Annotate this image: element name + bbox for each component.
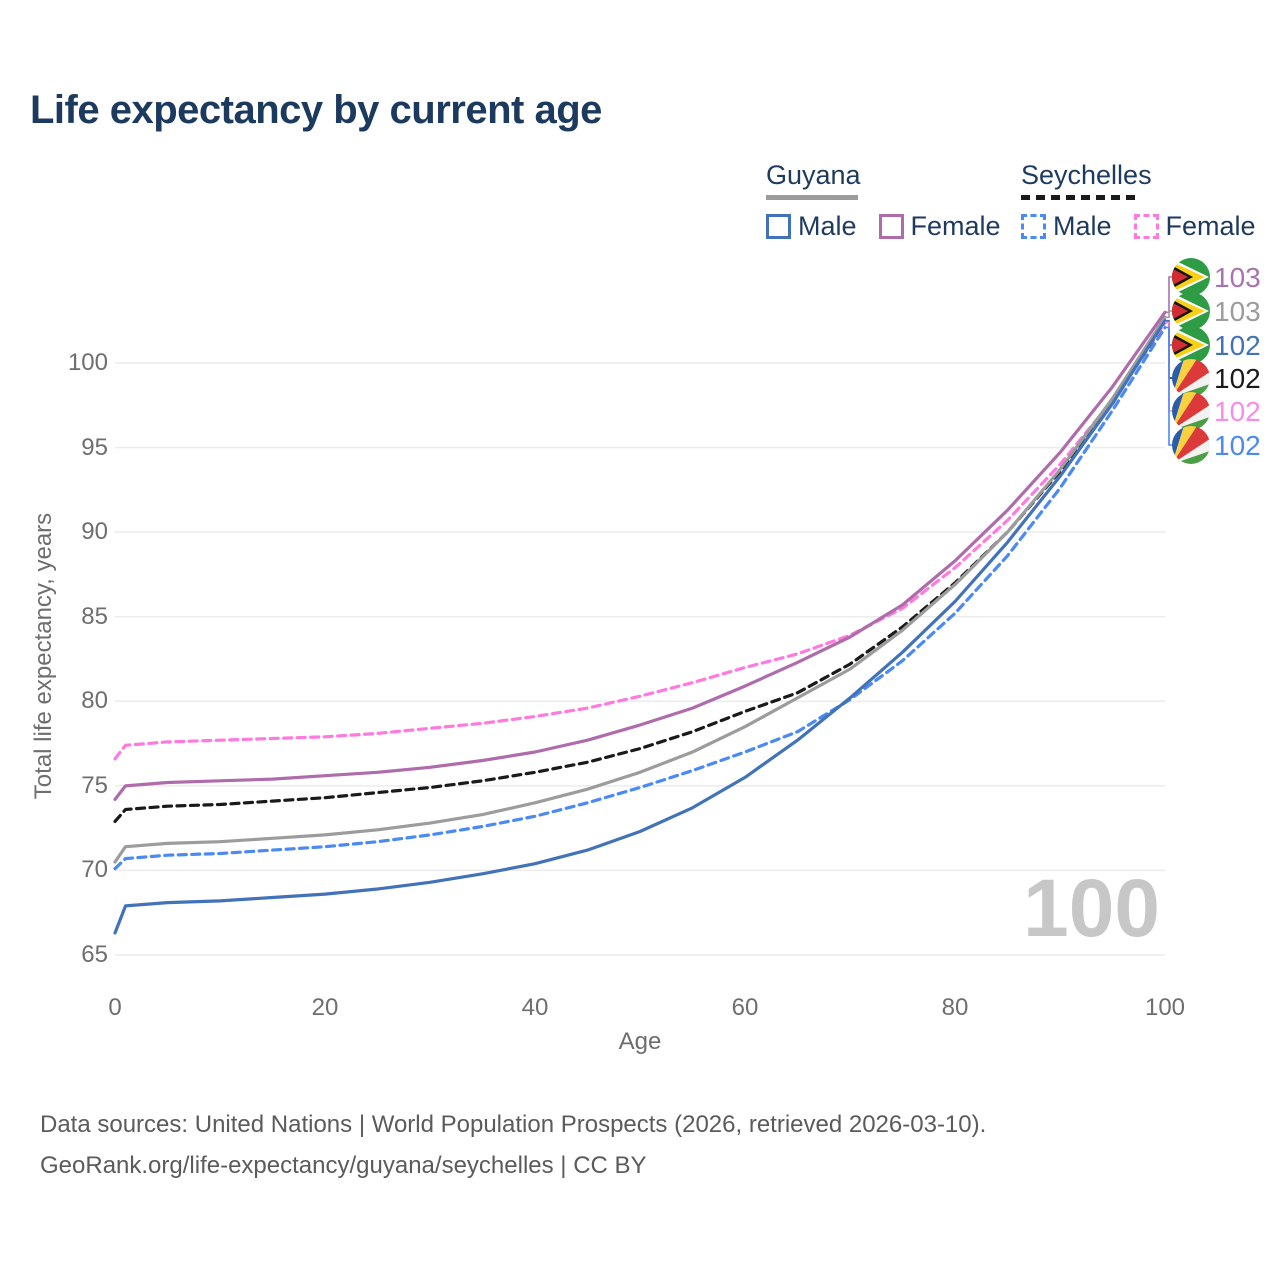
legend-group-guyana: Guyana Male Female <box>766 160 1023 242</box>
end-label-leader <box>1165 310 1172 319</box>
age-counter-watermark: 100 <box>1023 863 1160 954</box>
page-title: Life expectancy by current age <box>30 88 602 132</box>
end-label-leader <box>1165 276 1172 314</box>
legend-swatch-guyana-male[interactable] <box>766 214 791 239</box>
legend-label-seychelles-female: Female <box>1165 211 1256 241</box>
y-tick-label-65: 65 <box>81 941 108 968</box>
legend-country-guyana[interactable]: Guyana <box>766 160 861 190</box>
end-label-value: 102 <box>1214 396 1261 427</box>
x-tick-label-80: 80 <box>941 994 969 1021</box>
flag-seychelles-icon <box>1172 392 1210 430</box>
series-line-guyana-female[interactable] <box>113 310 1167 801</box>
end-label-value: 102 <box>1214 363 1261 394</box>
end-label-value: 102 <box>1214 430 1261 461</box>
flag-seychelles-icon <box>1172 426 1210 464</box>
legend-label-guyana-female: Female <box>910 211 1001 241</box>
x-tick-label-60: 60 <box>731 994 759 1021</box>
legend-swatch-seychelles-male[interactable] <box>1021 214 1046 239</box>
series-line-seychelles-female[interactable] <box>113 320 1167 761</box>
x-axis-title: Age <box>618 1028 662 1055</box>
legend-country-seychelles[interactable]: Seychelles <box>1021 160 1152 190</box>
y-tick-label-85: 85 <box>81 602 108 630</box>
series-line-guyana-male[interactable] <box>113 319 1167 935</box>
end-label-value: 103 <box>1214 296 1261 327</box>
flag-seychelles-icon <box>1172 359 1210 397</box>
end-label-value: 103 <box>1214 262 1261 293</box>
legend-label-seychelles-male: Male <box>1053 211 1112 241</box>
flag-guyana-icon <box>1172 292 1210 330</box>
x-tick-label-20: 20 <box>311 994 339 1021</box>
series-line-guyana-all[interactable] <box>113 315 1167 864</box>
footer: Data sources: United Nations | World Pop… <box>40 1104 986 1186</box>
y-tick-label-75: 75 <box>81 771 108 799</box>
flag-guyana-icon <box>1172 258 1210 296</box>
y-tick-label-70: 70 <box>81 856 108 884</box>
series-line-seychelles-all[interactable] <box>113 320 1167 823</box>
x-tick-label-100: 100 <box>1144 994 1186 1021</box>
legend-label-guyana-male: Male <box>798 211 857 241</box>
flag-guyana-icon <box>1172 326 1210 364</box>
x-tick-label-0: 0 <box>108 994 122 1021</box>
y-tick-label-80: 80 <box>81 687 108 715</box>
x-tick-label-40: 40 <box>521 994 549 1021</box>
end-label-value: 102 <box>1214 330 1261 361</box>
legend-swatch-guyana-female[interactable] <box>878 214 904 239</box>
legend-group-seychelles: Seychelles Male Female <box>1021 160 1278 242</box>
seychelles-line-style-sample <box>1021 195 1138 200</box>
y-axis-title: Total life expectancy, years <box>30 512 57 800</box>
series-line-seychelles-male[interactable] <box>113 325 1167 871</box>
y-tick-label-100: 100 <box>67 349 108 376</box>
y-tick-label-95: 95 <box>81 433 108 461</box>
footer-attribution: GeoRank.org/life-expectancy/guyana/seych… <box>40 1152 647 1179</box>
end-label-leader <box>1165 326 1172 446</box>
y-tick-label-90: 90 <box>81 518 108 546</box>
footer-sources: Data sources: United Nations | World Pop… <box>40 1111 987 1138</box>
guyana-line-style-sample <box>766 195 858 200</box>
legend-swatch-seychelles-female[interactable] <box>1133 214 1159 239</box>
